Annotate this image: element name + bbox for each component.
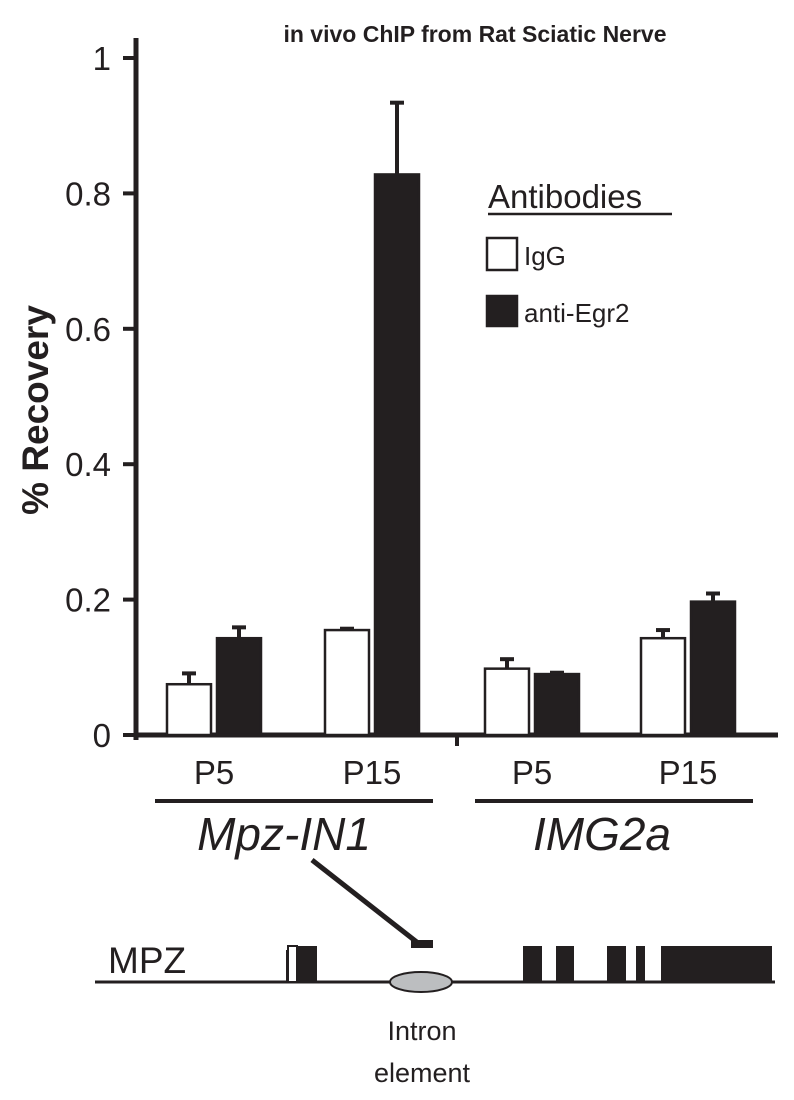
y-tick-label-4: 0.8	[65, 175, 111, 212]
chart-title: in vivo ChIP from Rat Sciatic Nerve	[283, 21, 666, 47]
bar-anti-egr2-2	[533, 672, 581, 737]
y-tick-label-3: 0.6	[65, 311, 111, 348]
intron-element-label-line2: element	[374, 1058, 471, 1088]
y-tick-label-2: 0.4	[65, 446, 111, 483]
legend: Antibodies IgG anti-Egr2	[485, 178, 672, 328]
intron-element	[389, 971, 453, 993]
bar-anti-egr2-3	[689, 600, 737, 737]
bar-igg-2	[483, 667, 531, 737]
x-tick-label-1: P15	[343, 754, 402, 791]
legend-swatch-igg	[485, 236, 519, 272]
group-label-mpz-in1: Mpz-IN1	[197, 808, 371, 860]
bar-igg-0	[165, 682, 213, 737]
legend-label-anti-egr2: anti-Egr2	[524, 298, 630, 328]
y-tick-label-1: 0.2	[65, 582, 111, 619]
gene-label: MPZ	[108, 940, 186, 981]
x-tick-label-2: P5	[512, 754, 552, 791]
bar-igg-3	[639, 636, 687, 737]
exon-4	[607, 946, 626, 982]
legend-label-igg: IgG	[524, 241, 566, 271]
group-label-img2a: IMG2a	[533, 808, 671, 860]
bar-anti-egr2-0	[215, 636, 263, 737]
bar-igg-1	[323, 628, 371, 737]
exon-3	[556, 946, 574, 982]
x-tick-label-0: P5	[194, 754, 234, 791]
y-tick-label-0: 0	[93, 717, 111, 754]
exon-2	[523, 946, 542, 982]
exon-1-utr	[287, 945, 298, 983]
intron-element-label-line1: Intron	[387, 1016, 456, 1046]
exon-6	[661, 946, 772, 982]
bar-anti-egr2-1	[373, 173, 421, 737]
exon-1	[297, 946, 317, 982]
legend-title: Antibodies	[488, 178, 642, 215]
connector-line	[310, 858, 420, 945]
x-tick-label-3: P15	[659, 754, 718, 791]
y-axis-label: % Recovery	[15, 305, 56, 515]
exon-5	[636, 946, 645, 982]
legend-swatch-anti-egr2	[485, 294, 519, 328]
intron-element-marker	[411, 940, 433, 948]
y-tick-label-5: 1	[93, 40, 111, 77]
gene-diagram: MPZ Intron element	[95, 858, 775, 1088]
